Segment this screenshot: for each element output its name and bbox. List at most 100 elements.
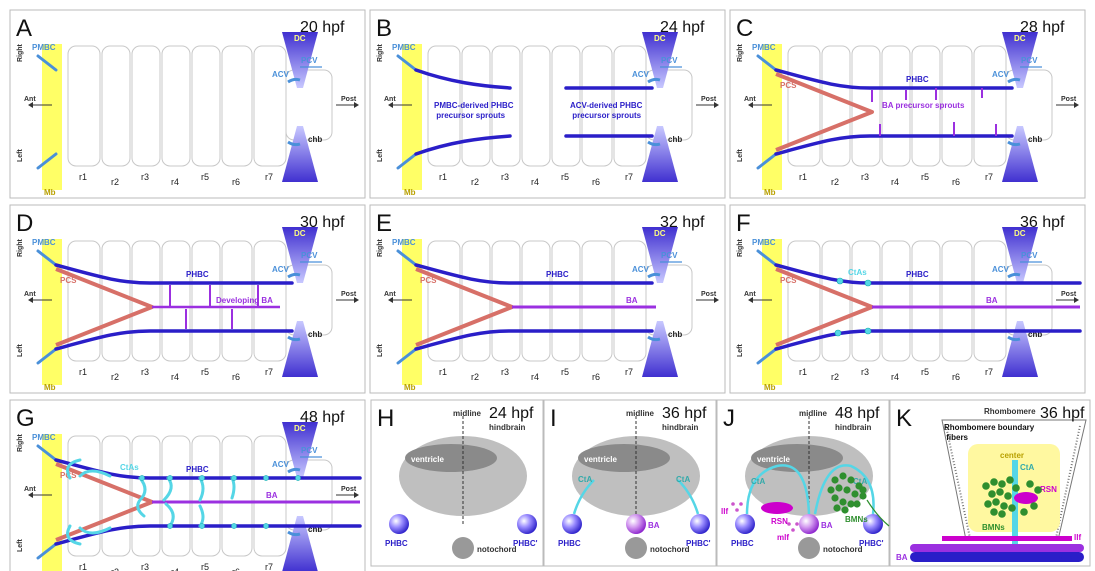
dc-cone — [1002, 227, 1038, 283]
ant-arrowhead — [28, 492, 33, 498]
ant-arrowhead — [388, 297, 393, 303]
ba-sprouts-label: BA precursor sprouts — [882, 101, 965, 110]
bmn-cell — [831, 476, 839, 484]
dc-label: DC — [1014, 229, 1026, 238]
acv-label: ACV — [992, 70, 1010, 79]
fiber-dot — [795, 522, 799, 526]
rhombomere-box — [221, 45, 253, 167]
bmn-cell — [990, 508, 998, 516]
phbc-upper — [774, 68, 1014, 90]
left-label: Left — [377, 344, 384, 358]
panel-time: 36 hpf — [1040, 405, 1085, 422]
rhombomere-label: r4 — [171, 177, 179, 187]
rhombomere-label: r7 — [265, 562, 273, 571]
cta-bud — [864, 327, 872, 335]
right-label: Right — [737, 238, 744, 257]
panel-j: midline hindbrain ventricle notochord PHBC PH… — [716, 399, 890, 567]
pcv-label: PCV — [301, 56, 318, 65]
chb-cone — [642, 321, 678, 377]
cta-right — [813, 464, 875, 515]
pcv-label: PCV — [661, 56, 678, 65]
panel-c: r1 r2 r3 r4 r5 r6 r7 Mb Right Left Ant Post PMBC DC ch… — [729, 9, 1086, 199]
bmn-cell — [1026, 480, 1034, 488]
cta-vessel — [78, 526, 112, 535]
chb-cone — [642, 126, 678, 182]
rhombomere-box — [131, 45, 161, 167]
cta-junction — [295, 475, 301, 481]
bmn-cell — [1020, 508, 1028, 516]
bmn-cell — [843, 486, 851, 494]
hindbrain-label: hindbrain — [835, 423, 872, 432]
rhombomere-box — [973, 45, 1007, 167]
bmn-cell — [992, 498, 1000, 506]
rhombomere-box — [581, 240, 613, 362]
chb-cone — [1002, 126, 1038, 182]
dc-label: DC — [294, 229, 306, 238]
acv-label: ACV — [632, 265, 650, 274]
rhombomere-label: r3 — [141, 172, 149, 182]
pmbc-sprout-upper — [414, 68, 512, 90]
ventricle-shape — [751, 444, 843, 472]
phbc-label: PHBC — [385, 539, 408, 548]
panel-letter: D — [16, 210, 33, 237]
bmns-label: BMNs — [845, 515, 868, 524]
panel-letter: E — [376, 210, 392, 237]
rhombomere-box — [191, 435, 221, 557]
panel-h: midline hindbrain ventricle notochord PHBC PH… — [370, 399, 544, 567]
phbc-lower — [54, 329, 294, 351]
dc-label: DC — [294, 34, 306, 43]
right-label: Right — [377, 238, 384, 257]
ant-arrowhead — [28, 102, 33, 108]
fiber-dot — [791, 528, 795, 532]
bmn-cell — [827, 486, 835, 494]
rhombomere-label: r7 — [985, 367, 993, 377]
bmn-cell — [847, 476, 855, 484]
rhombomere-label: r7 — [625, 172, 633, 182]
rhombomere-box — [67, 45, 101, 167]
rhombomere-label: r5 — [921, 172, 929, 182]
panel-letter: J — [723, 405, 735, 432]
ventricle-label: ventricle — [584, 455, 617, 464]
acv-vessel-lower — [647, 335, 661, 342]
rhombomere-label: r2 — [831, 177, 839, 187]
left-label: Left — [17, 149, 24, 163]
mb-label: Mb — [404, 383, 416, 392]
bmn-cell — [1000, 502, 1008, 510]
chb-label: chb — [668, 135, 682, 144]
cta-label: CtA — [1020, 463, 1034, 472]
pcs-label: PCS — [420, 276, 437, 285]
bmn-cell — [833, 504, 841, 512]
panel-time: 30 hpf — [300, 214, 345, 231]
ant-label: Ant — [24, 486, 36, 493]
panel-b: r1 r2 r3 r4 r5 r6 r7 Mb Right Left Ant Post PMBC DC ch… — [369, 9, 726, 199]
boundary-fiber-left — [945, 425, 971, 539]
phbc-label: PHBC — [186, 465, 209, 474]
rhombomere-label: r6 — [232, 177, 240, 187]
hindbrain-label: hindbrain — [662, 423, 699, 432]
rhombomere-box — [191, 45, 221, 167]
chb-cone — [1002, 321, 1038, 377]
chb-label: chb — [1028, 135, 1042, 144]
dc-cone — [642, 227, 678, 283]
phbc-upper — [414, 263, 654, 285]
bmn-cell — [835, 484, 843, 492]
phbc-prime-vessel — [863, 514, 883, 534]
pmbc-vessel-left — [36, 542, 58, 560]
bmn-cell — [998, 480, 1006, 488]
rhombomere-label: r6 — [592, 372, 600, 382]
pmbc-label: PMBC — [32, 238, 56, 247]
acv-vessel-upper — [287, 272, 301, 279]
llf-tract — [942, 536, 1072, 541]
ventricle-shape — [405, 444, 497, 472]
pmbc-vessel-left — [756, 152, 778, 170]
cta-left-label: CtA — [751, 477, 765, 486]
chb-label: chb — [308, 330, 322, 339]
rhombomere-label: r3 — [501, 367, 509, 377]
rhombomere-box — [101, 45, 131, 167]
panel-time: 24 hpf — [489, 405, 534, 422]
post-arrowhead — [714, 102, 719, 108]
cta-left-label: CtA — [578, 475, 592, 484]
acv-label: ACV — [632, 70, 650, 79]
cta-junction — [167, 475, 173, 481]
